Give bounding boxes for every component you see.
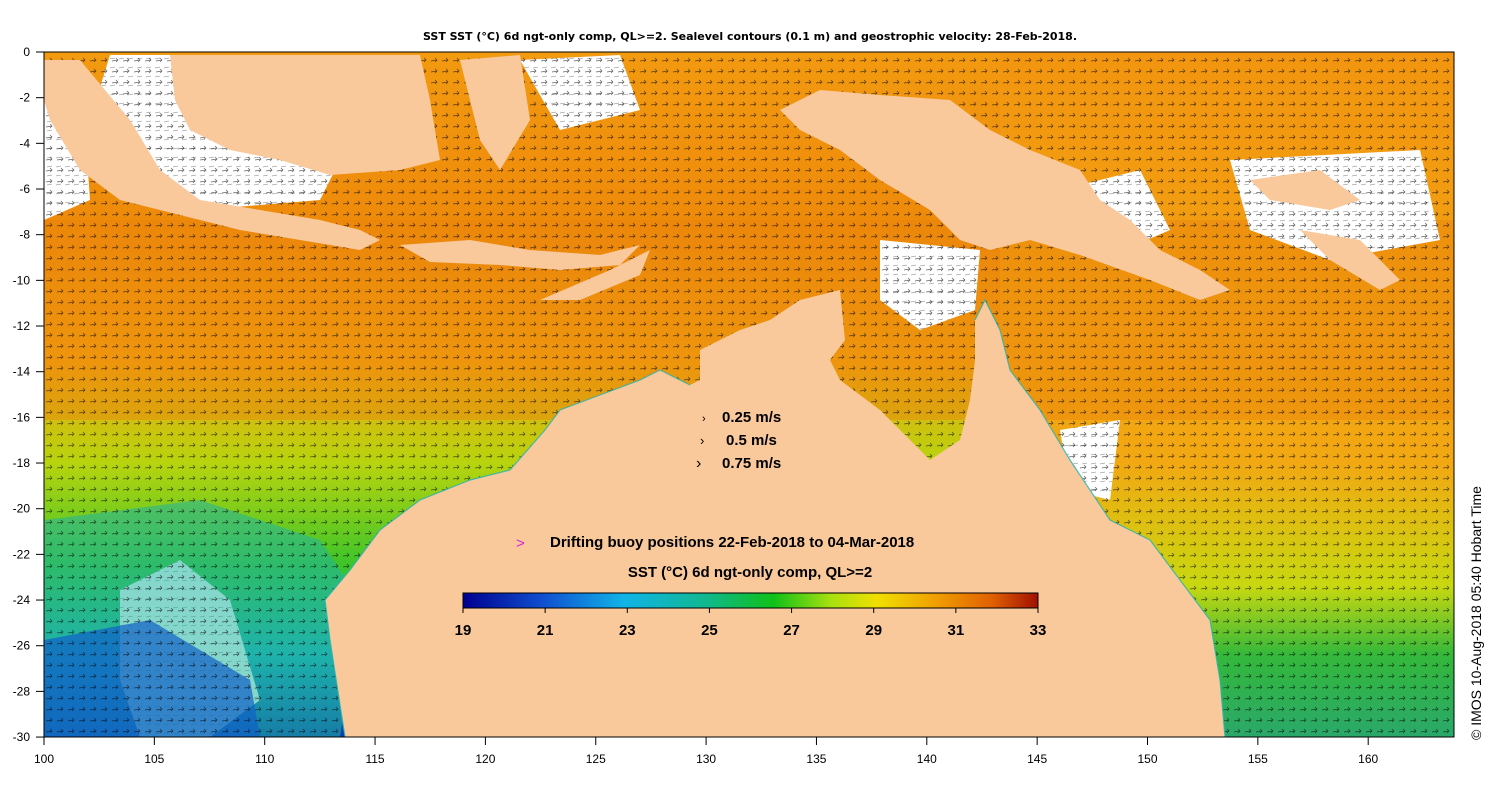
colorbar-tick-label: 19	[455, 622, 472, 639]
y-tick-label: -18	[13, 456, 31, 470]
y-tick-label: 0	[23, 45, 30, 59]
buoy-legend: > Drifting buoy positions 22-Feb-2018 to…	[516, 534, 914, 552]
y-tick-label: -22	[13, 547, 31, 561]
x-tick-label: 150	[1137, 752, 1157, 766]
y-tick-label: -30	[13, 730, 31, 744]
x-tick-label: 140	[917, 752, 937, 766]
x-tick-label: 130	[696, 752, 716, 766]
velocity-legend: › 0.25 m/s › 0.5 m/s › 0.75 m/s	[696, 409, 781, 472]
colorbar-ticks: 19 21 23 25 27 29 31 33	[455, 608, 1047, 639]
y-tick-label: -24	[13, 593, 31, 607]
x-tick-label: 145	[1027, 752, 1047, 766]
y-tick-label: -26	[13, 639, 31, 653]
x-tick-label: 135	[806, 752, 826, 766]
y-tick-label: -14	[13, 365, 31, 379]
y-axis: 0 -2 -4 -6 -8 -10 -12 -14 -16 -18 -20 -22 -24 -26 -28 -…	[13, 45, 44, 744]
colorbar-tick-label: 29	[865, 622, 882, 639]
y-tick-label: -10	[13, 273, 31, 287]
plot-frame	[43, 51, 1455, 738]
y-tick-label: -16	[13, 410, 31, 424]
x-tick-label: 110	[255, 752, 274, 766]
colorbar-tick-label: 31	[948, 622, 965, 639]
buoy-label: Drifting buoy positions 22-Feb-2018 to 0…	[550, 534, 914, 551]
y-tick-label: -6	[19, 182, 30, 196]
colorbar-tick-label: 25	[701, 622, 718, 639]
x-tick-label: 100	[34, 752, 54, 766]
x-tick-label: 160	[1358, 752, 1378, 766]
y-tick-label: -2	[19, 91, 30, 105]
credit-text: © IMOS 10-Aug-2018 05:40 Hobart Time	[1468, 486, 1484, 740]
y-tick-label: -12	[13, 319, 31, 333]
velocity-label-3: 0.75 m/s	[722, 455, 781, 472]
colorbar-tick-label: 23	[619, 622, 636, 639]
velocity-arrow-2: ›	[700, 433, 704, 448]
colorbar-tick-label: 33	[1030, 622, 1047, 639]
y-tick-label: -8	[19, 228, 30, 242]
colorbar-tick-label: 21	[537, 622, 554, 639]
x-tick-label: 105	[144, 752, 164, 766]
velocity-arrow-3: ›	[696, 455, 701, 472]
x-tick-label: 155	[1248, 752, 1268, 766]
y-tick-label: -4	[19, 136, 30, 150]
y-tick-label: -28	[13, 684, 31, 698]
colorbar-gradient	[462, 592, 1039, 609]
buoy-marker: >	[516, 535, 525, 552]
x-tick-label: 115	[365, 752, 384, 766]
velocity-arrow-1: ›	[702, 413, 706, 425]
x-tick-label: 120	[475, 752, 495, 766]
colorbar-title: SST (°C) 6d ngt-only comp, QL>=2	[628, 564, 872, 581]
colorbar-tick-label: 27	[783, 622, 800, 639]
velocity-label-2: 0.5 m/s	[726, 432, 777, 449]
colorbar: SST (°C) 6d ngt-only comp, QL>=2 19 21 23 2…	[455, 564, 1047, 639]
map-title: SST SST (°C) 6d ngt-only comp, QL>=2. Se…	[422, 30, 1078, 43]
landmass	[44, 55, 1400, 737]
velocity-label-1: 0.25 m/s	[722, 409, 781, 426]
x-tick-label: 125	[586, 752, 606, 766]
y-tick-label: -20	[13, 502, 31, 516]
x-axis: 100 105 110 115 120 125 130 135 140 145 150 155 160	[34, 737, 1379, 766]
